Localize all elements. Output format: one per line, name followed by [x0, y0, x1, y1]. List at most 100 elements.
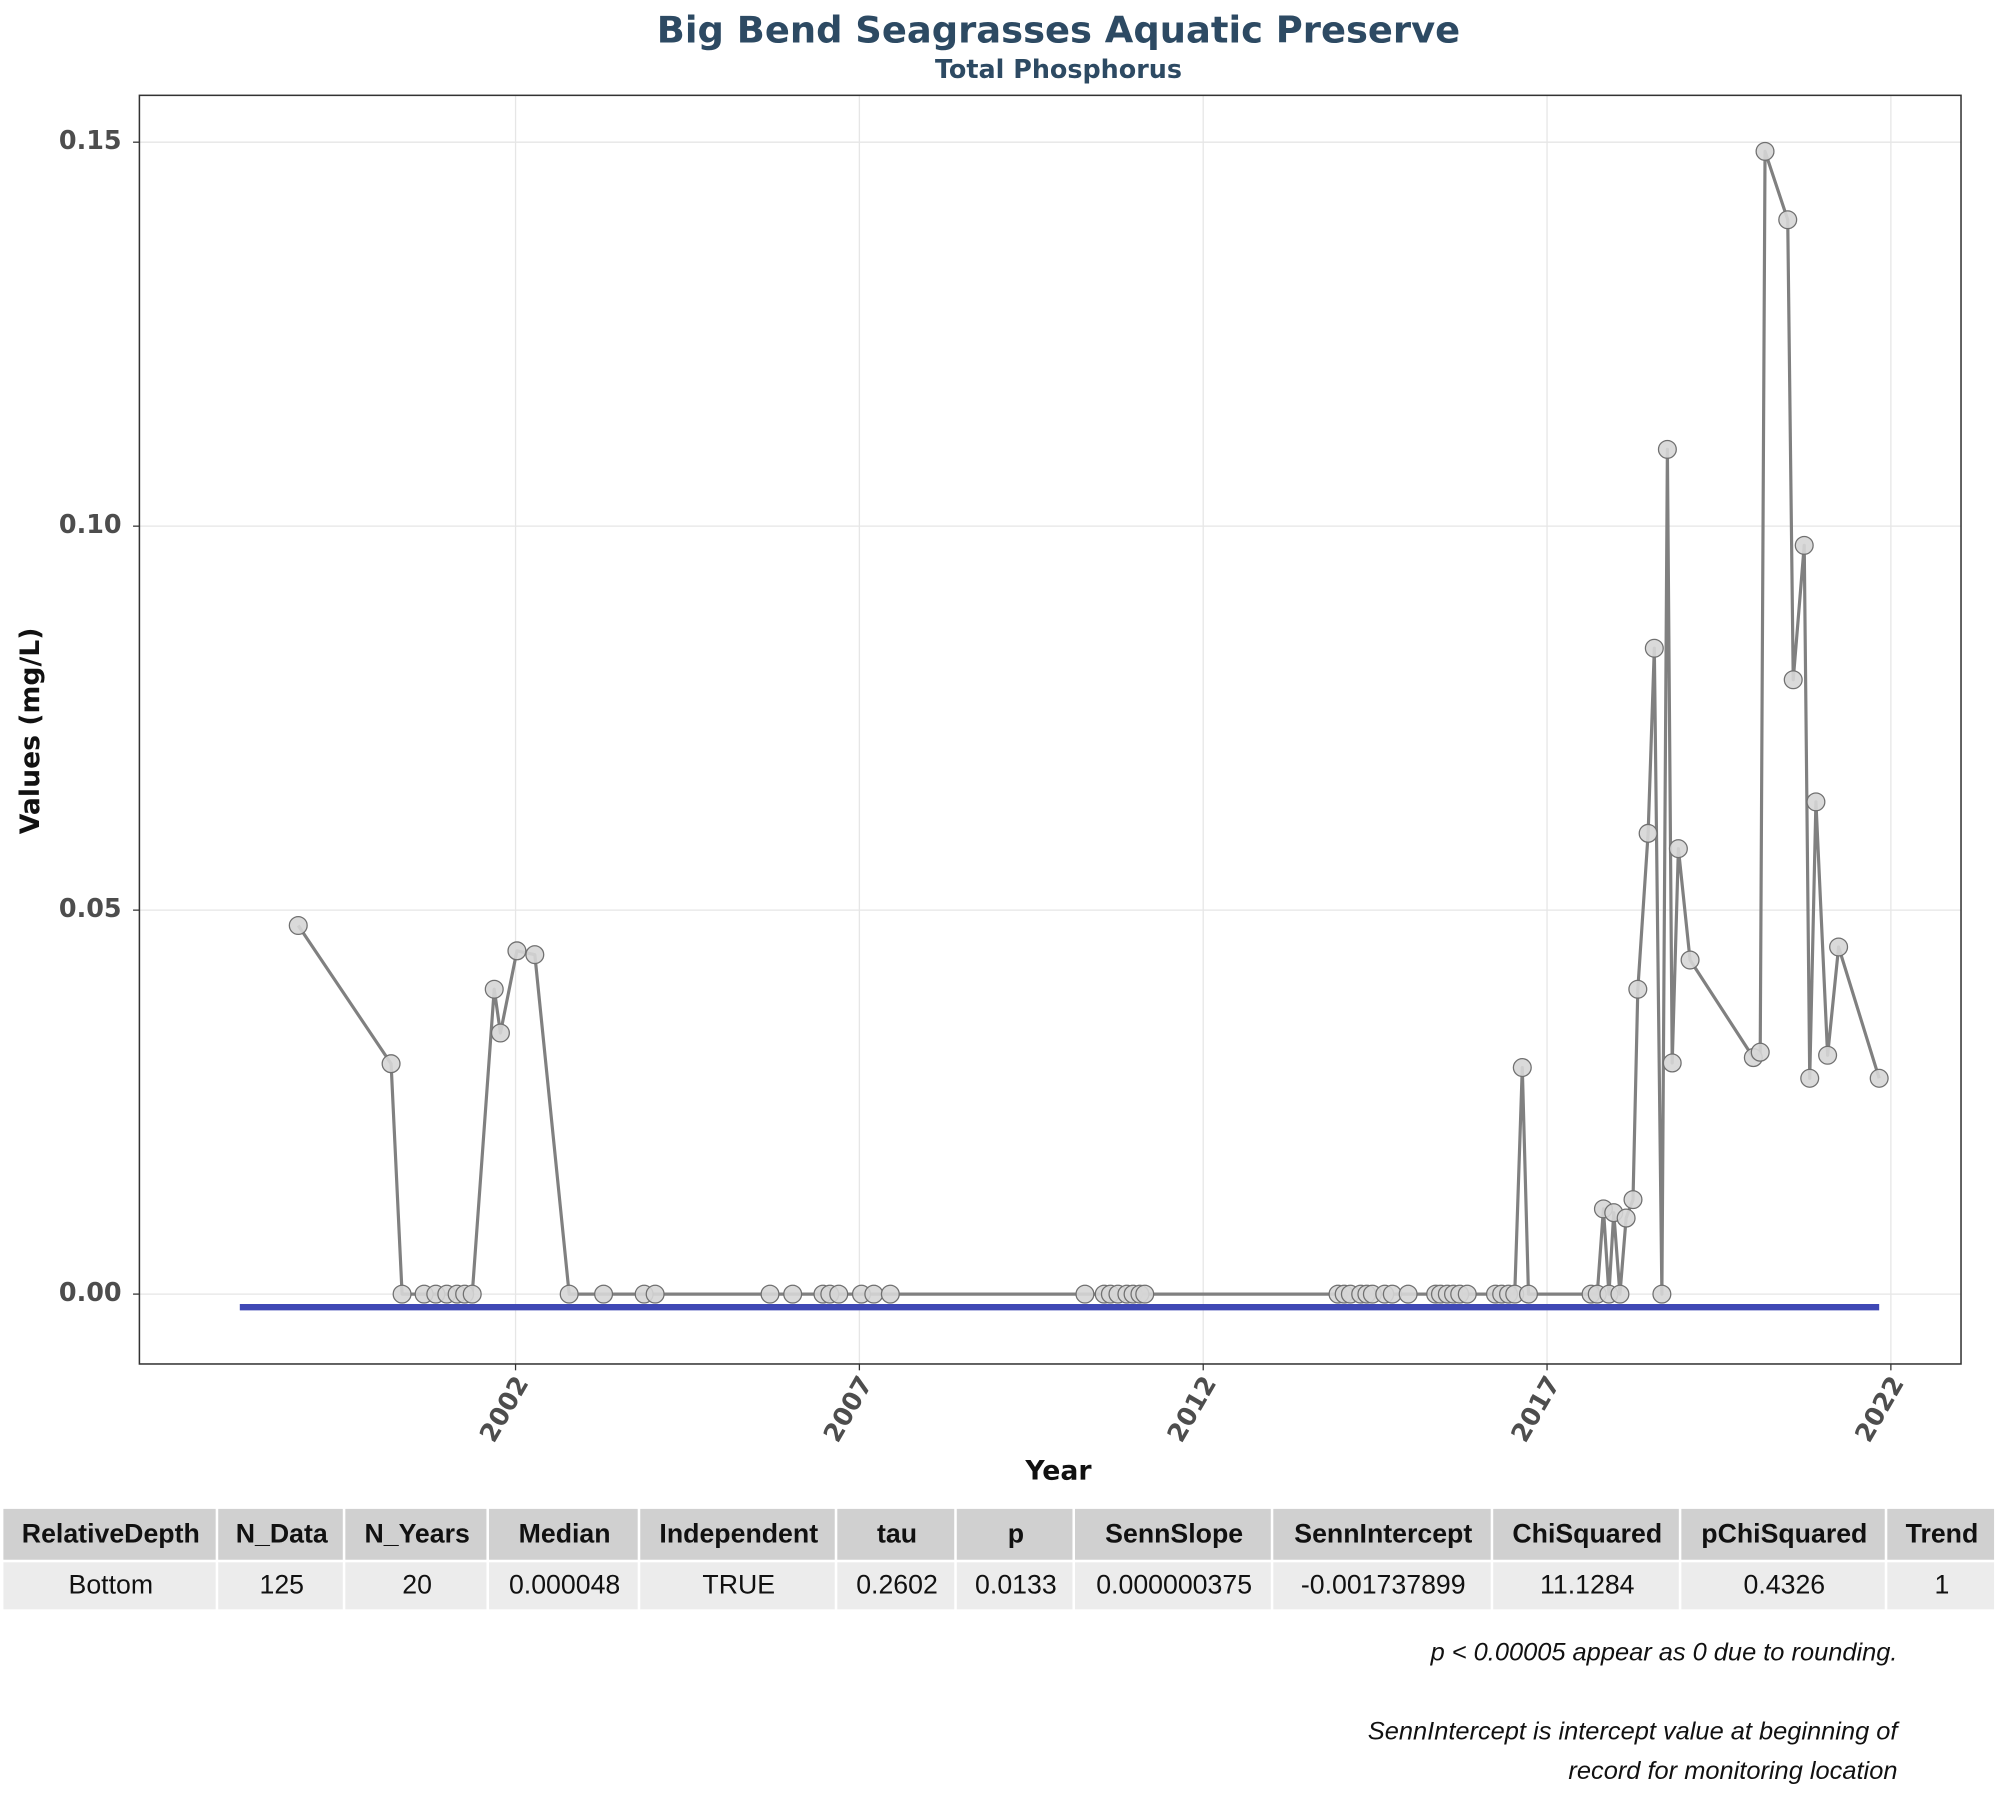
cell-text: 0.4326 — [1744, 1569, 1826, 1599]
chart-title: Big Bend Seagrasses Aquatic Preserve — [657, 8, 1460, 51]
data-point — [760, 1284, 780, 1304]
table-cell — [1681, 1562, 1885, 1610]
data-point — [1783, 670, 1803, 690]
data-point — [1755, 141, 1775, 161]
data-point — [1668, 839, 1688, 859]
data-point — [1750, 1042, 1770, 1062]
data-point — [484, 979, 504, 999]
data-point — [1512, 1058, 1532, 1078]
x-tick-label: 2002 — [473, 1371, 534, 1447]
header-cell — [1075, 1508, 1271, 1560]
cell-text: 0.000000375 — [1096, 1569, 1252, 1599]
data-point — [783, 1284, 803, 1304]
header-cell — [1273, 1508, 1491, 1560]
table-cell — [3, 1562, 216, 1610]
table-cell — [956, 1562, 1073, 1610]
cell-text: -0.001737899 — [1301, 1569, 1466, 1599]
cell-text: 0.2602 — [856, 1569, 938, 1599]
data-point — [880, 1284, 900, 1304]
x-tick-label: 2022 — [1848, 1371, 1909, 1447]
header-text: Trend — [1906, 1519, 1979, 1549]
header-cell — [956, 1508, 1073, 1560]
header-text: SennSlope — [1105, 1519, 1243, 1549]
table-cell — [345, 1562, 487, 1610]
data-point — [1135, 1284, 1155, 1304]
data-point — [1652, 1284, 1672, 1304]
header-cell — [1493, 1508, 1679, 1560]
data-point — [1806, 792, 1826, 812]
header-cell — [640, 1508, 835, 1560]
data-point — [1628, 979, 1648, 999]
data-point — [1457, 1284, 1477, 1304]
data-point — [1518, 1284, 1539, 1304]
data-point — [525, 945, 545, 965]
header-text: p — [1008, 1519, 1024, 1549]
data-point — [490, 1023, 510, 1043]
data-point — [1680, 950, 1700, 970]
header-text: RelativeDepth — [22, 1519, 200, 1549]
y-tick-label: 0.10 — [59, 509, 122, 539]
plot-border — [138, 94, 1962, 1365]
x-tick-label: 2007 — [817, 1371, 878, 1447]
cell-text: 11.1284 — [1540, 1569, 1635, 1599]
table-cell — [218, 1562, 343, 1610]
y-tick-label: 0.00 — [59, 1277, 122, 1307]
header-text: pChiSquared — [1701, 1519, 1867, 1549]
data-point — [645, 1284, 665, 1304]
header-cell — [837, 1508, 955, 1560]
chart-subtitle: Total Phosphorus — [935, 54, 1182, 84]
x-tick-label: 2017 — [1505, 1371, 1566, 1447]
header-cell — [345, 1508, 487, 1560]
data-point — [1829, 937, 1849, 957]
table-cell — [837, 1562, 955, 1610]
header-cell — [488, 1508, 638, 1560]
data-point — [1662, 1053, 1682, 1073]
header-cell — [1887, 1508, 1995, 1560]
data-point — [288, 915, 308, 936]
header-text: N_Years — [364, 1519, 469, 1549]
header-text: ChiSquared — [1512, 1519, 1662, 1549]
cell-text: TRUE — [702, 1569, 775, 1599]
table-cell — [1075, 1562, 1271, 1610]
data-point — [1644, 638, 1664, 658]
data-point — [1818, 1045, 1838, 1065]
cell-text: 0.0133 — [975, 1569, 1057, 1599]
data-point — [1638, 823, 1658, 843]
header-cell — [3, 1508, 216, 1560]
header-text: tau — [877, 1519, 917, 1549]
plot-area — [139, 95, 1962, 1364]
data-point — [462, 1284, 482, 1304]
cell-text: 20 — [402, 1569, 432, 1599]
data-point — [559, 1284, 579, 1304]
x-axis-title: Year — [1024, 1456, 1092, 1487]
header-text: SennIntercept — [1294, 1519, 1472, 1549]
data-point — [829, 1284, 849, 1304]
footnote: SennIntercept is intercept value at begi… — [1368, 1717, 1901, 1745]
header-cell — [1681, 1508, 1885, 1560]
footnote: record for monitoring location — [1568, 1757, 1897, 1785]
y-tick-label: 0.15 — [59, 125, 122, 155]
y-tick-label: 0.05 — [59, 893, 122, 923]
data-point — [381, 1054, 401, 1074]
table-cell — [1493, 1562, 1679, 1610]
table-cell — [1273, 1562, 1491, 1610]
cell-text: 0.000048 — [509, 1569, 620, 1599]
data-point — [507, 941, 527, 961]
data-point — [1075, 1284, 1095, 1304]
header-text: Independent — [659, 1519, 818, 1549]
table-cell — [488, 1562, 638, 1610]
cell-text: 1 — [1935, 1569, 1950, 1599]
data-point — [864, 1284, 884, 1304]
data-point — [1657, 439, 1677, 459]
cell-text: Bottom — [69, 1569, 154, 1599]
data-point — [1398, 1284, 1418, 1304]
data-point — [1778, 210, 1798, 230]
x-tick-label: 2012 — [1161, 1371, 1222, 1447]
data-point — [392, 1284, 412, 1304]
cell-text: 125 — [260, 1569, 305, 1599]
header-cell — [218, 1508, 343, 1560]
data-point — [1794, 535, 1814, 555]
header-text: Median — [519, 1519, 611, 1549]
